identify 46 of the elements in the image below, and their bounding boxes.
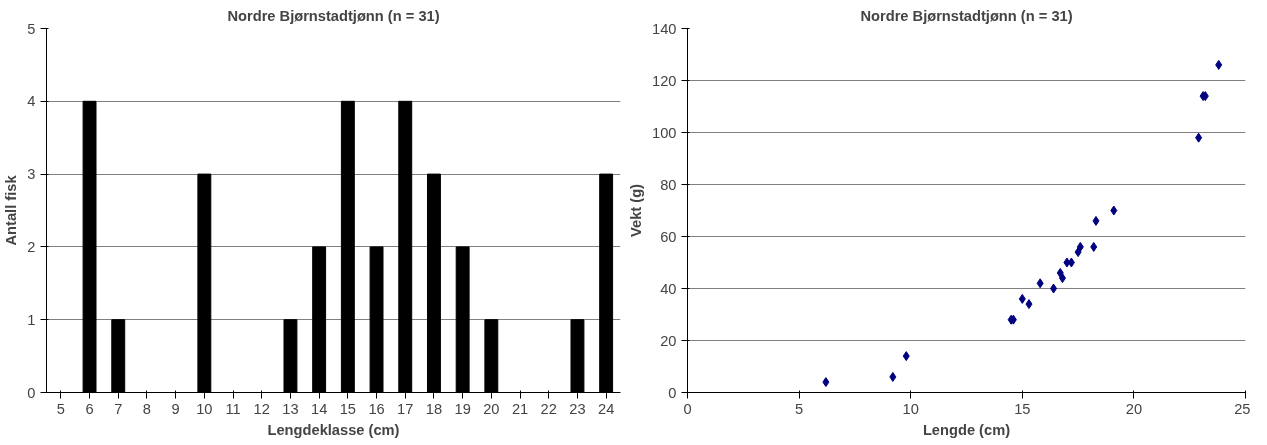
x-tick-label: 6 [85, 400, 94, 417]
y-axis-title: Vekt (g) [628, 183, 645, 237]
y-tick-label: 120 [652, 72, 677, 89]
x-tick-label: 15 [339, 400, 357, 417]
x-tick-label: 19 [454, 400, 471, 417]
y-tick-label: 5 [27, 20, 36, 37]
x-tick-label: 15 [1014, 400, 1031, 417]
x-tick-label: 24 [598, 400, 615, 417]
x-axis-title: Lengdeklasse (cm) [267, 421, 400, 438]
x-tick-label: 18 [425, 400, 443, 417]
y-tick-label: 60 [660, 228, 677, 245]
y-tick-label: 0 [668, 384, 677, 401]
y-tick-label: 3 [27, 166, 36, 183]
y-axis-title: Antall fisk [3, 174, 20, 246]
x-tick-label: 10 [196, 400, 213, 417]
x-tick-label: 17 [397, 400, 414, 417]
chart-title: Nordre Bjørnstadtjønn (n = 31) [860, 7, 1073, 24]
y-tick-label: 100 [652, 124, 677, 141]
x-tick-label: 7 [114, 400, 123, 417]
x-tick-label: 11 [225, 400, 241, 417]
x-tick-label: 5 [795, 400, 804, 417]
x-axis-title: Lengde (cm) [922, 421, 1011, 438]
chart-title: Nordre Bjørnstadtjønn (n = 31) [227, 7, 440, 24]
x-tick-label: 8 [142, 400, 152, 417]
y-tick-label: 2 [27, 238, 36, 255]
y-tick-label: 80 [660, 176, 677, 193]
y-tick-label: 4 [27, 93, 36, 110]
x-tick-label: 10 [902, 400, 919, 417]
y-tick-label: 1 [27, 311, 36, 328]
x-tick-label: 20 [1125, 400, 1143, 417]
x-tick-label: 20 [483, 400, 500, 417]
y-tick-label: 40 [660, 280, 677, 297]
x-tick-label: 9 [171, 400, 180, 417]
x-tick-label: 22 [540, 400, 557, 417]
y-tick-label: 0 [27, 384, 36, 401]
x-tick-label: 21 [511, 400, 529, 417]
x-tick-label: 13 [282, 400, 299, 417]
x-tick-label: 16 [368, 400, 385, 417]
x-tick-label: 23 [569, 400, 586, 417]
x-tick-label: 5 [56, 400, 65, 417]
x-tick-label: 12 [253, 400, 270, 417]
x-tick-label: 0 [683, 400, 692, 417]
y-tick-label: 20 [660, 332, 677, 349]
y-tick-label: 140 [652, 20, 677, 37]
x-tick-label: 14 [311, 400, 328, 417]
x-tick-label: 25 [1234, 400, 1251, 417]
